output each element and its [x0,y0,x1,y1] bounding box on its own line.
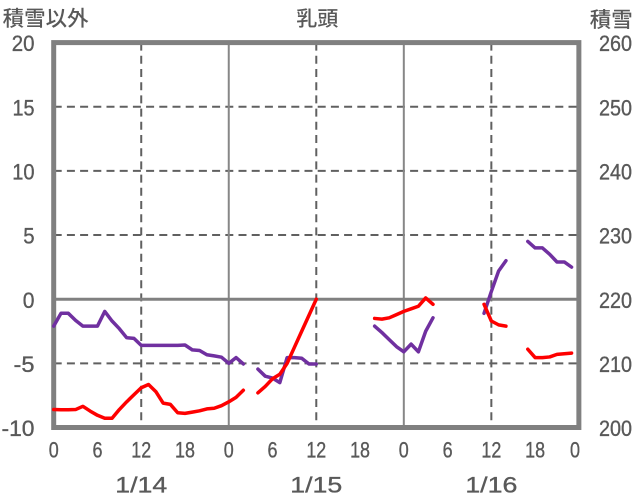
svg-text:1/14: 1/14 [115,473,167,498]
svg-text:230: 230 [599,224,632,249]
svg-text:240: 240 [599,160,632,185]
svg-text:12: 12 [131,438,151,463]
svg-text:18: 18 [350,438,370,463]
svg-text:210: 210 [599,352,632,377]
svg-text:200: 200 [599,416,632,441]
svg-text:220: 220 [599,288,632,313]
svg-text:5: 5 [23,224,34,249]
svg-text:1/15: 1/15 [290,473,342,498]
svg-text:18: 18 [175,438,195,463]
svg-text:0: 0 [399,438,409,463]
svg-text:-10: -10 [2,416,35,441]
svg-text:0: 0 [49,438,59,463]
svg-text:6: 6 [443,438,453,463]
svg-text:0: 0 [224,438,234,463]
svg-text:12: 12 [306,438,326,463]
svg-text:10: 10 [12,160,34,185]
svg-text:18: 18 [525,438,545,463]
svg-text:20: 20 [12,31,35,56]
svg-text:12: 12 [481,438,501,463]
svg-text:6: 6 [92,438,102,463]
svg-text:1/16: 1/16 [465,473,517,498]
svg-text:6: 6 [268,438,278,463]
svg-text:250: 250 [599,95,632,120]
svg-text:0: 0 [570,438,580,463]
svg-text:-5: -5 [14,352,35,377]
svg-text:260: 260 [599,31,632,56]
svg-text:0: 0 [23,288,35,313]
svg-text:15: 15 [13,95,35,120]
